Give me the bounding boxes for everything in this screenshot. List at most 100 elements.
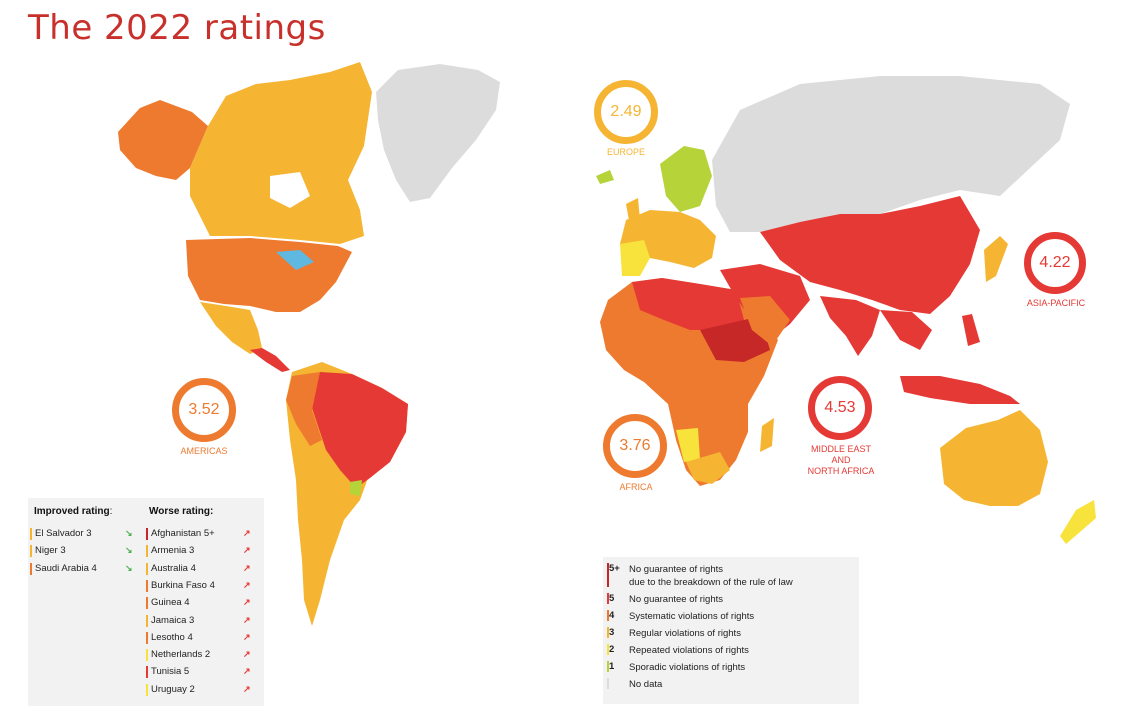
peru-colombia <box>286 372 322 446</box>
region-label-asia-pacific: ASIA-PACIFIC <box>1026 298 1086 308</box>
scale-code: 2 <box>609 644 615 655</box>
worse-item-label: Lesotho 4 <box>151 631 193 643</box>
region-label-mena-line-1: MIDDLE EAST <box>810 444 871 454</box>
region-score-americas: 3.52 <box>188 401 220 418</box>
arrow-up-icon: ↗ <box>243 649 251 660</box>
russia <box>712 76 1070 232</box>
alaska <box>118 100 208 180</box>
improved-item-label: El Salvador 3 <box>35 528 92 539</box>
scale-description: Repeated violations of rights <box>629 644 849 657</box>
arrow-down-icon: ↘ <box>125 562 133 573</box>
region-label-mena: MIDDLE EAST AND NORTH AFRICA <box>796 444 886 477</box>
scale-item: 5 No guarantee of rights <box>607 593 851 606</box>
worse-item: Netherlands 2 <box>146 649 211 662</box>
region-score-europe: 2.49 <box>610 103 642 120</box>
scale-description-line: Repeated violations of rights <box>629 645 749 656</box>
scale-item: 4 Systematic violations of rights <box>607 610 851 623</box>
scale-item: No data <box>607 678 851 691</box>
north-africa <box>632 278 744 330</box>
india <box>820 296 880 356</box>
worse-item: Jamaica 3 <box>146 614 195 627</box>
scale-description-line: Regular violations of rights <box>629 628 741 639</box>
worse-item-label: Uruguay 2 <box>151 683 195 695</box>
worse-item: Guinea 4 <box>146 597 190 610</box>
worse-item-color-bar <box>146 545 148 558</box>
scale-code: 4 <box>609 610 615 621</box>
scale-color-bar <box>607 593 609 604</box>
scale-color-bar <box>607 678 609 689</box>
region-score-asia-pacific: 4.22 <box>1039 254 1071 271</box>
worse-item: Lesotho 4 <box>146 631 193 644</box>
worse-item: Afghanistan 5+ <box>146 528 215 540</box>
worse-item-color-bar <box>146 528 148 540</box>
worse-item-color-bar <box>146 666 148 679</box>
scale-code: 1 <box>609 661 615 672</box>
region-label-africa: AFRICA <box>619 482 653 492</box>
worse-item-color-bar <box>146 631 148 644</box>
uk <box>626 198 640 226</box>
region-circle-africa: 3.76 <box>603 414 667 478</box>
improved-item-label: Niger 3 <box>35 545 66 557</box>
improved-heading-text: Improved rating <box>34 506 110 517</box>
scale-description-line: Systematic violations of rights <box>629 611 755 622</box>
worse-heading: Worse rating: <box>149 506 214 517</box>
worse-item-label: Australia 4 <box>151 562 196 574</box>
region-label-europe: EUROPE <box>606 147 645 157</box>
scale-description: Regular violations of rights <box>629 627 849 640</box>
worse-item-label: Jamaica 3 <box>151 614 195 626</box>
japan <box>984 236 1008 282</box>
uruguay <box>350 480 362 496</box>
scale-description-line: due to the breakdown of the rule of law <box>629 577 793 588</box>
worse-item: Uruguay 2 <box>146 683 195 696</box>
improved-item: Niger 3 <box>30 545 66 558</box>
improved-item-color-bar <box>30 528 32 540</box>
scale-description: No data <box>629 678 849 691</box>
scale-code: 5 <box>609 593 615 604</box>
arrow-up-icon: ↗ <box>243 597 251 608</box>
scale-code: 5+ <box>609 563 620 574</box>
region-circle-asia-pacific: 4.22 <box>1024 232 1086 294</box>
arrow-down-icon: ↘ <box>125 545 133 556</box>
arrow-up-icon: ↗ <box>243 528 251 538</box>
improved-item-label: Saudi Arabia 4 <box>35 562 97 574</box>
improved-heading-colon: : <box>109 506 113 517</box>
worse-item-color-bar <box>146 562 148 575</box>
arrow-up-icon: ↗ <box>243 562 251 573</box>
improved-item-color-bar <box>30 562 32 575</box>
southeast-asia <box>880 310 932 350</box>
scale-color-bar <box>607 644 609 655</box>
arrow-up-icon: ↗ <box>243 683 251 694</box>
worse-item-label: Guinea 4 <box>151 597 190 609</box>
arrow-up-icon: ↗ <box>243 579 251 590</box>
scale-item: 5+ No guarantee of rights due to the break… <box>607 563 851 589</box>
worse-item-color-bar <box>146 649 148 662</box>
namibia <box>676 428 700 462</box>
region-label-mena-line-3: NORTH AFRICA <box>807 466 875 476</box>
worse-item: Armenia 3 <box>146 545 194 558</box>
arrow-up-icon: ↗ <box>243 631 251 642</box>
region-label-mena-line-2: AND <box>831 455 851 465</box>
region-score-mena: 4.53 <box>824 399 856 416</box>
worse-item-label: Netherlands 2 <box>151 649 211 661</box>
scale-color-bar <box>607 661 609 672</box>
scale-description: Sporadic violations of rights <box>629 661 849 674</box>
arrow-up-icon: ↗ <box>243 545 251 556</box>
scale-item: 2 Repeated violations of rights <box>607 644 851 657</box>
worse-item-color-bar <box>146 683 148 696</box>
arrow-up-icon: ↗ <box>243 614 251 625</box>
usa <box>186 238 352 312</box>
improved-item: Saudi Arabia 4 <box>30 562 97 575</box>
worse-item-color-bar <box>146 579 148 592</box>
scale-code: 3 <box>609 627 615 638</box>
worse-item: Tunisia 5 <box>146 666 190 679</box>
scale-color-bar <box>607 627 609 638</box>
scale-description: No guarantee of rights <box>629 593 849 606</box>
rating-change-legend: Improved rating: Worse rating: El Salvad… <box>28 498 264 706</box>
iceland <box>596 170 614 184</box>
central-asia <box>760 196 980 314</box>
canada <box>190 62 372 244</box>
worse-item-label: Tunisia 5 <box>151 666 190 678</box>
madagascar <box>760 418 774 452</box>
scale-color-bar <box>607 610 609 621</box>
